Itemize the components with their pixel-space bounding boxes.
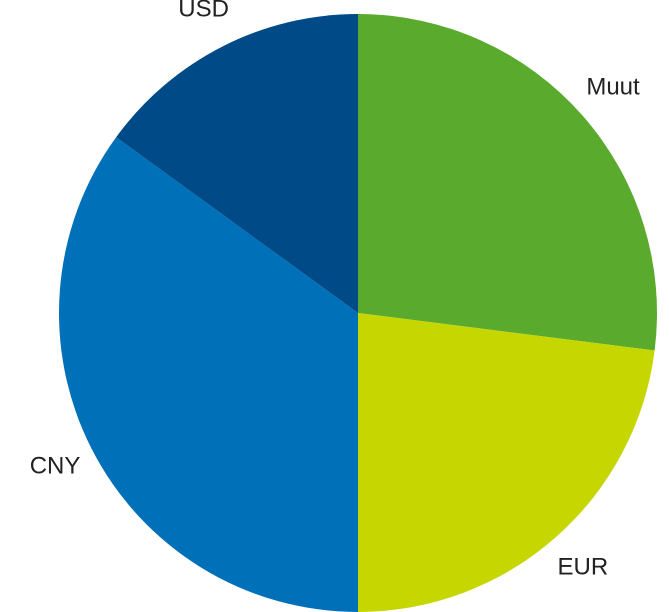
slice-label: USD [178,0,229,22]
pie-slice [358,14,657,351]
pie-slice [358,313,655,612]
slice-label: EUR [558,553,609,580]
slice-label: Muut [586,73,640,100]
pie-slice [59,137,358,612]
slice-label: CNY [30,453,81,480]
pie-slice [116,14,359,313]
